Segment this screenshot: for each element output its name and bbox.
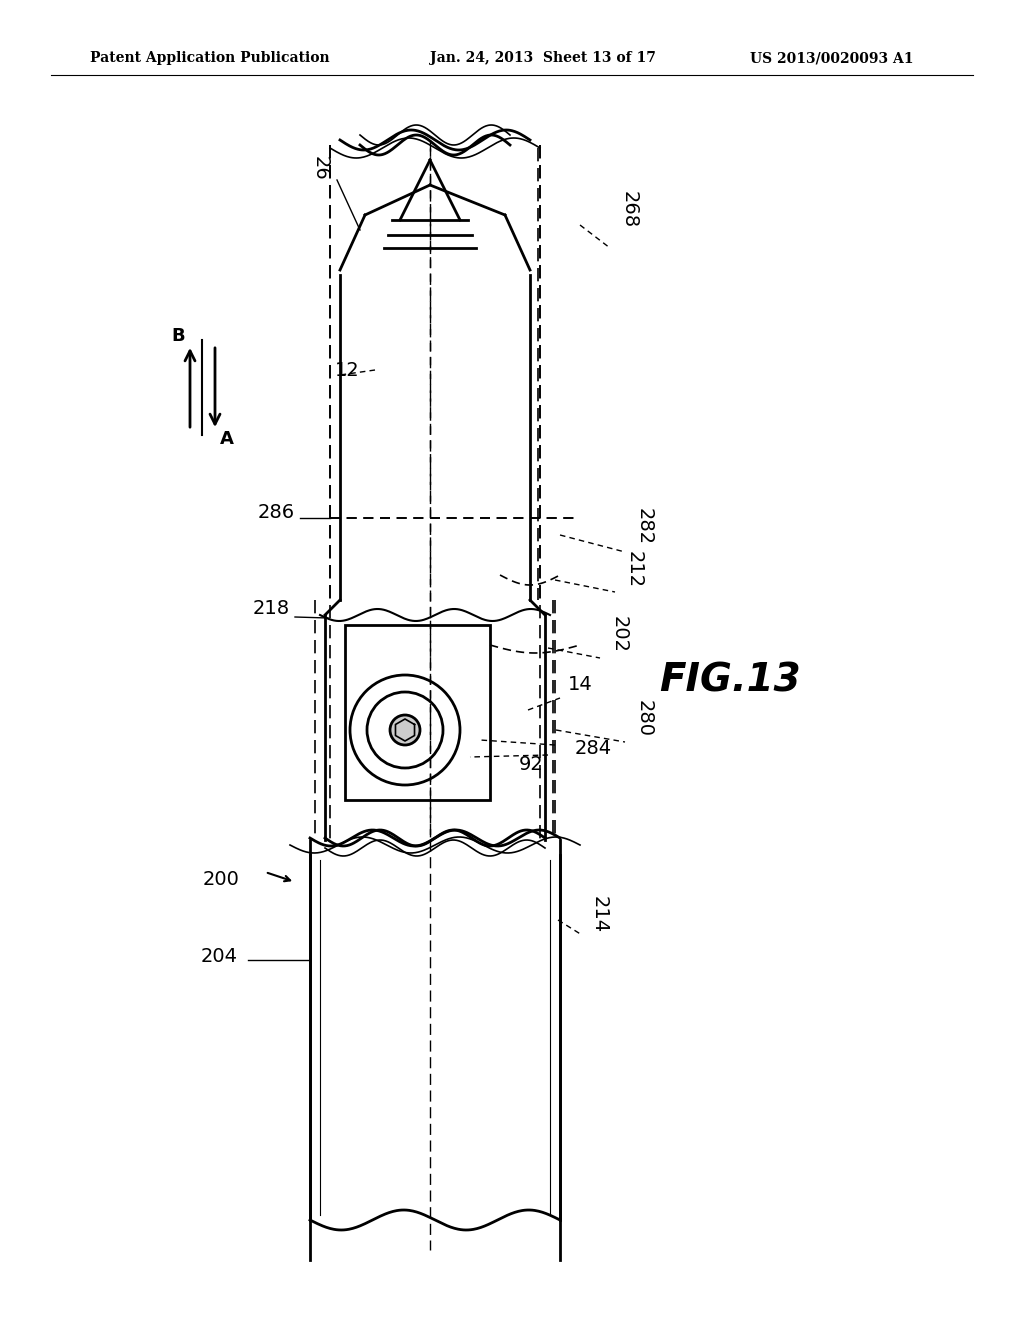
Text: 280: 280	[635, 700, 654, 737]
Text: 284: 284	[575, 738, 612, 758]
Text: Patent Application Publication: Patent Application Publication	[90, 51, 330, 65]
Text: 12: 12	[335, 360, 360, 380]
Text: B: B	[171, 327, 184, 345]
Text: 26: 26	[311, 156, 330, 181]
Circle shape	[390, 715, 420, 744]
Text: 218: 218	[253, 598, 290, 618]
Text: US 2013/0020093 A1: US 2013/0020093 A1	[750, 51, 913, 65]
Bar	[345, 624, 490, 800]
Text: 204: 204	[201, 948, 238, 966]
Text: A: A	[220, 430, 233, 447]
Text: 214: 214	[590, 896, 609, 933]
Text: Jan. 24, 2013  Sheet 13 of 17: Jan. 24, 2013 Sheet 13 of 17	[430, 51, 656, 65]
Text: 92: 92	[518, 755, 543, 775]
Text: 14: 14	[568, 676, 593, 694]
Text: 286: 286	[258, 503, 295, 521]
Text: FIG.13: FIG.13	[659, 661, 801, 700]
Text: 202: 202	[610, 616, 629, 653]
Text: 282: 282	[635, 508, 654, 545]
Text: 268: 268	[620, 191, 639, 228]
Text: 212: 212	[625, 552, 644, 589]
Text: 200: 200	[203, 870, 240, 888]
